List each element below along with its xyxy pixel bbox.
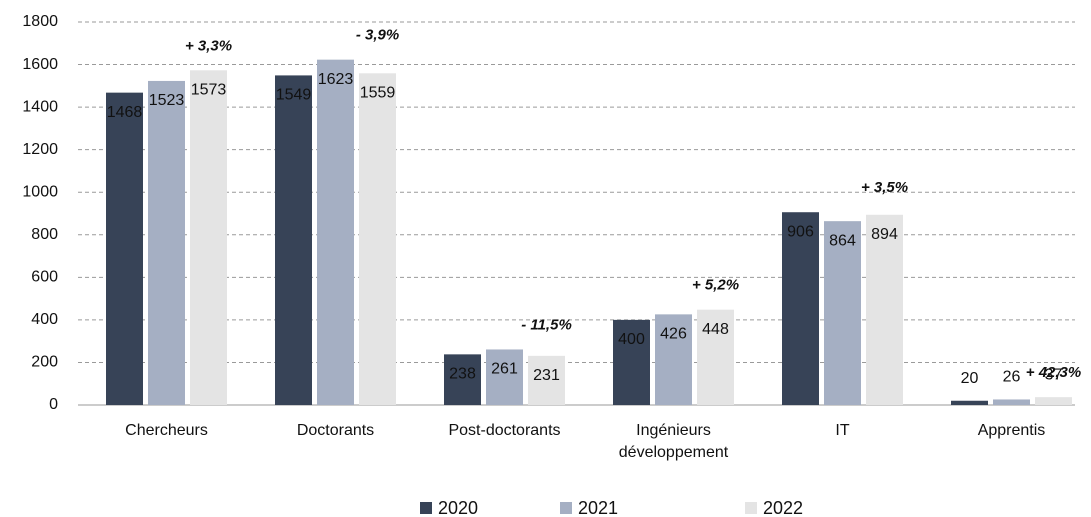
- value-label: 1623: [318, 71, 354, 88]
- y-tick-label: 1000: [22, 183, 58, 200]
- bar: [697, 309, 734, 405]
- x-tick-label: Apprentis: [978, 422, 1046, 439]
- bar: [782, 212, 819, 405]
- value-label: 448: [702, 321, 729, 338]
- y-tick-label: 1400: [22, 98, 58, 115]
- y-tick-label: 0: [49, 396, 58, 413]
- y-tick-label: 1600: [22, 56, 58, 73]
- x-tick-label: Ingénieurs développement: [619, 422, 729, 461]
- value-label: 1549: [276, 87, 312, 104]
- value-label: 894: [871, 226, 898, 243]
- value-label: 26: [1003, 369, 1021, 386]
- bar: [951, 400, 988, 405]
- bar: [486, 349, 523, 405]
- x-tick-label: IT: [835, 422, 849, 439]
- x-tick-label: Post-doctorants: [448, 422, 560, 439]
- bar: [993, 399, 1030, 405]
- bar: [106, 92, 143, 406]
- value-label: 864: [829, 232, 856, 249]
- legend-label: 2020: [438, 498, 478, 517]
- annotation: - 3,9%: [356, 27, 399, 44]
- value-label: 1573: [191, 82, 227, 99]
- value-label: 231: [533, 367, 560, 384]
- value-label: 1468: [107, 104, 143, 121]
- value-label: 400: [618, 331, 645, 348]
- bar: [655, 314, 692, 405]
- value-label: 20: [961, 370, 979, 387]
- annotation: - 11,5%: [521, 316, 572, 333]
- legend-label: 2022: [763, 498, 803, 517]
- value-label: 261: [491, 361, 518, 378]
- value-label: 906: [787, 223, 814, 240]
- legend-label: 2021: [578, 498, 618, 517]
- bar: [866, 214, 903, 405]
- value-label: 1559: [360, 84, 396, 101]
- x-tick-line: développement: [619, 444, 729, 461]
- value-label: 1523: [149, 92, 185, 109]
- bar: [359, 73, 396, 405]
- bar: [824, 221, 861, 405]
- bar: [317, 59, 354, 405]
- annotation: + 5,2%: [692, 277, 739, 294]
- y-tick-label: 800: [31, 226, 58, 243]
- x-tick-line: Ingénieurs: [636, 422, 711, 439]
- y-tick-label: 400: [31, 311, 58, 328]
- value-label: 426: [660, 326, 687, 343]
- legend-swatch: [560, 502, 572, 514]
- x-tick-label: Doctorants: [297, 422, 374, 439]
- value-label: 238: [449, 366, 476, 383]
- bar: [148, 80, 185, 405]
- legend-swatch: [745, 502, 757, 514]
- bar: [1035, 397, 1072, 405]
- bar: [528, 355, 565, 405]
- value-label: 37: [1045, 366, 1063, 383]
- y-tick-label: 1800: [22, 13, 58, 30]
- bar: [275, 75, 312, 405]
- bar: [444, 354, 481, 405]
- y-tick-label: 200: [31, 354, 58, 371]
- y-tick-label: 600: [31, 269, 58, 286]
- x-tick-label: Chercheurs: [125, 422, 208, 439]
- bar: [613, 319, 650, 405]
- annotation: + 3,3%: [185, 37, 232, 54]
- legend-swatch: [420, 502, 432, 514]
- bar: [190, 70, 227, 406]
- y-tick-label: 1200: [22, 141, 58, 158]
- annotation: + 42,3%: [1026, 364, 1081, 381]
- annotation: + 3,5%: [861, 179, 908, 196]
